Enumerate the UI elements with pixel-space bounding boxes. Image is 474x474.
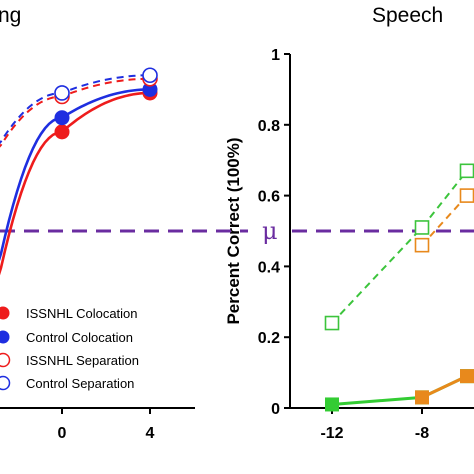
legend-label-control-separation: Control Separation — [26, 376, 134, 391]
legend-label-control-colocation: Control Colocation — [26, 330, 133, 345]
right-point-2-0 — [325, 397, 339, 412]
legend: ISSNHL Colocation Control Colocation ISS… — [0, 306, 139, 391]
right-y-tick-label-0: 0 — [271, 401, 280, 418]
left-point-3-0 — [54, 85, 70, 101]
right-panel-title: Speech — [372, 4, 443, 27]
left-x-tick-label-0: 0 — [58, 425, 67, 442]
legend-marker-issnhl-colocation — [0, 306, 10, 320]
right-y-tick-label-5: 1 — [271, 47, 280, 64]
right-point-3-1 — [460, 369, 474, 384]
right-point-1-1 — [459, 188, 474, 203]
legend-label-issnhl-separation: ISSNHL Separation — [26, 353, 139, 368]
left-panel-title: ng — [0, 4, 21, 27]
right-y-tick-label-3: 0.6 — [258, 189, 280, 206]
right-y-tick-label-1: 0.2 — [258, 330, 280, 347]
left-series-line-2 — [0, 77, 149, 148]
right-y-tick-label-2: 0.4 — [258, 259, 280, 276]
threshold-mu-label: μ — [262, 217, 278, 245]
right-point-1-0 — [414, 237, 430, 253]
legend-marker-control-separation — [0, 375, 11, 391]
legend-label-issnhl-colocation: ISSNHL Colocation — [26, 306, 138, 321]
right-point-0-1 — [414, 220, 430, 235]
right-x-tick-label-1: -8 — [415, 425, 429, 442]
right-series-line-3 — [421, 374, 468, 399]
left-x-tick-label-1: 4 — [146, 425, 155, 442]
left-series-line-3 — [0, 74, 150, 145]
right-point-0-0 — [324, 315, 340, 331]
legend-marker-issnhl-separation — [0, 352, 11, 368]
left-series-line-0 — [0, 91, 150, 276]
right-point-0-2 — [459, 163, 474, 179]
right-point-3-0 — [415, 390, 429, 405]
right-y-axis-label: Percent Correct (100%) — [224, 137, 243, 324]
left-point-0-0 — [54, 124, 70, 140]
left-point-3-1 — [142, 67, 158, 84]
legend-marker-control-colocation — [0, 330, 10, 344]
right-y-ticks: 0 0.2 0.4 0.6 0.8 1 — [258, 47, 290, 418]
right-series-group — [324, 163, 474, 412]
right-series-line-0 — [331, 170, 468, 324]
right-series-line-2 — [331, 374, 468, 406]
right-x-tick-label-0: -12 — [320, 425, 343, 442]
right-y-tick-label-4: 0.8 — [258, 118, 280, 135]
left-series-line-1 — [0, 88, 150, 262]
left-series-group — [0, 67, 158, 276]
left-point-1-0 — [54, 110, 70, 126]
